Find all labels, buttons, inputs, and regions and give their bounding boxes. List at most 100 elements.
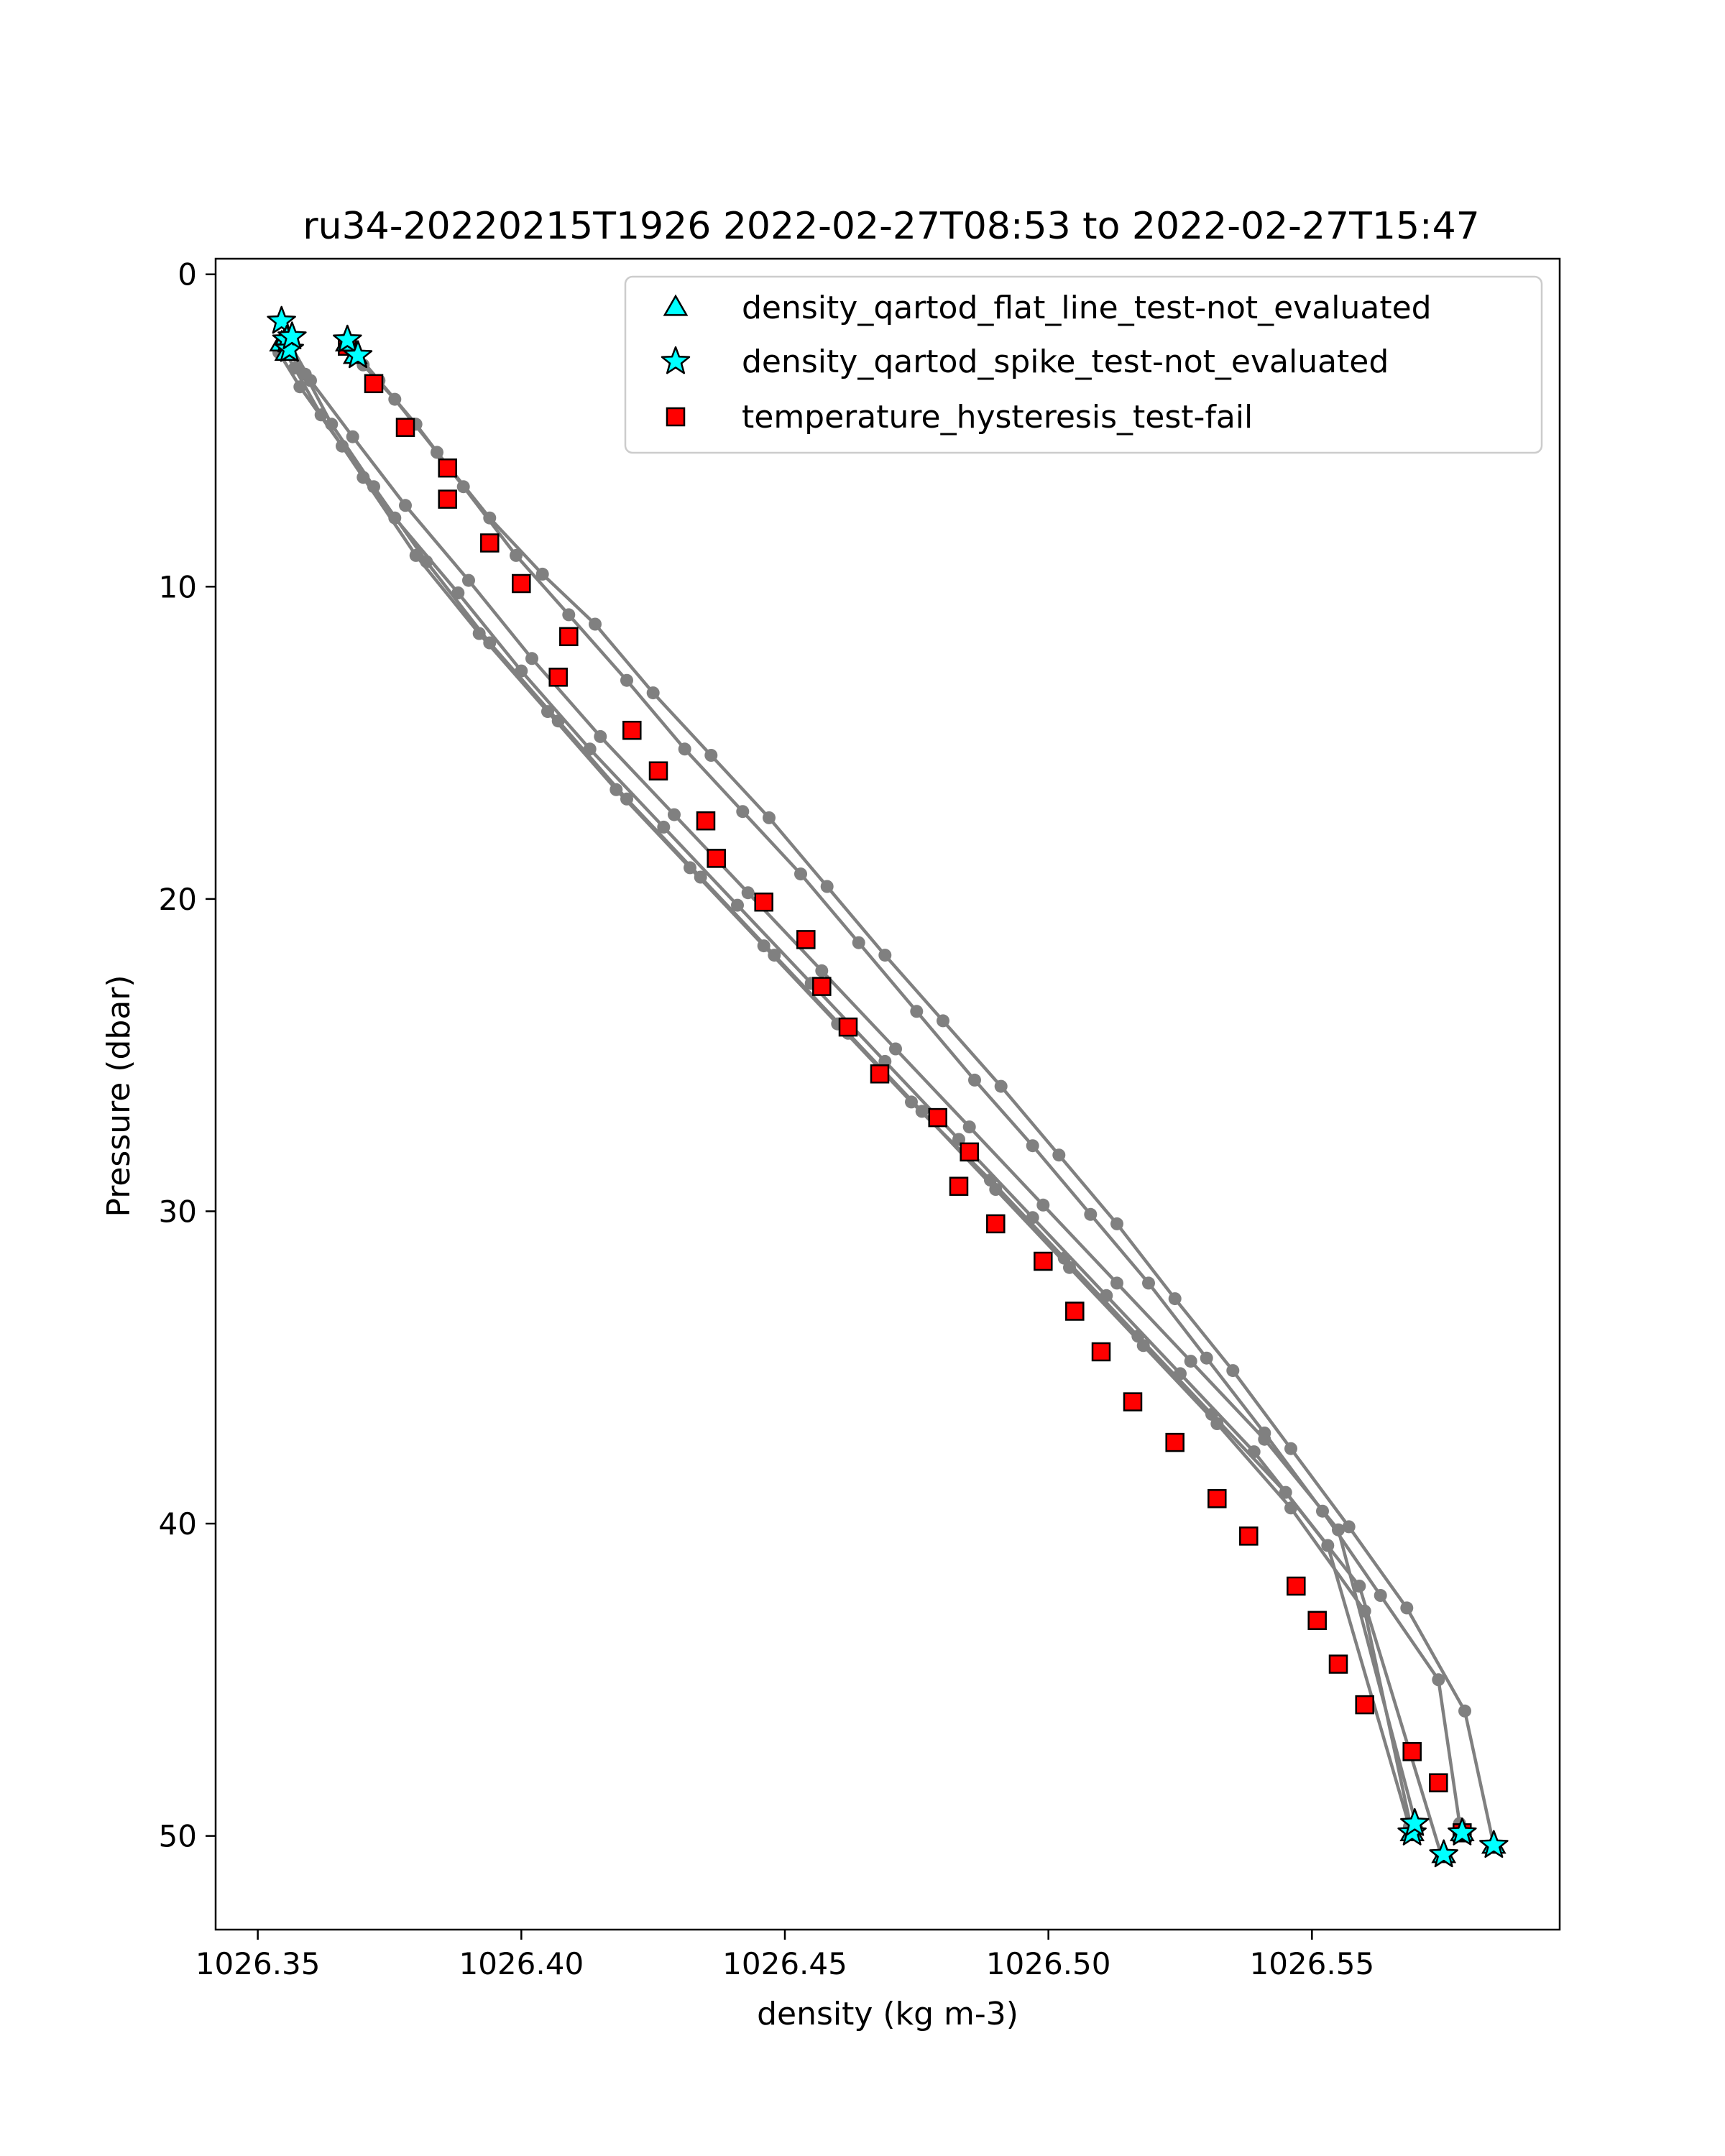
spike-marker [277,321,307,350]
profile-point [1084,1207,1098,1221]
profile-point [510,548,523,562]
profile-point [1026,1139,1039,1153]
profile-point [535,567,549,581]
hysteresis-fail-marker [622,720,642,740]
spike-marker [267,305,296,334]
profile-point [815,964,829,977]
x-tick-label: 1026.55 [1249,1946,1374,1981]
profile-point [668,808,681,821]
profile-point [472,627,486,640]
profile-point [968,1073,981,1087]
profile-point [1052,1148,1066,1162]
plot-frame [214,257,1561,1931]
profile-point [1168,1292,1182,1306]
hysteresis-fail-marker [1307,1611,1327,1631]
profile-point [1321,1539,1335,1552]
profile-point [451,586,465,599]
hysteresis-fail-marker [1123,1392,1143,1411]
hysteresis-fail-marker [707,849,726,868]
profile-point [731,898,744,912]
hysteresis-fail-marker [1165,1432,1184,1452]
profile-point [293,380,307,394]
profile-point [515,664,528,678]
legend-marker-hysteresis [666,407,686,427]
legend-entries: density_qartod_flat_line_test-not_evalua… [661,290,1432,436]
hysteresis-fail-marker [548,668,568,687]
legend-marker-spike [661,346,691,374]
profile-point [889,1042,902,1056]
hysteresis-fail-marker [480,533,500,553]
plot-series [267,305,1509,1868]
hysteresis-fail-marker [754,892,773,912]
profile-point [620,673,633,687]
profile-point [346,430,359,443]
profile-point [962,1120,976,1134]
hysteresis-fail-marker [648,761,668,780]
profile-point [1432,1673,1445,1687]
profile-point [1284,1442,1297,1455]
x-tick-label: 1026.45 [722,1946,847,1981]
profile-point [1226,1364,1240,1378]
hysteresis-fail-marker [1287,1576,1306,1596]
profile-point [1136,1339,1150,1353]
profile-point [304,374,317,387]
profile-point [994,1079,1008,1093]
profile-point [1110,1276,1123,1290]
legend-label-flat: density_qartod_flat_line_test-not_evalua… [742,290,1432,326]
y-axis-label: Pressure (dbar) [101,975,137,1217]
hysteresis-fail-marker [1239,1526,1259,1546]
hysteresis-fail-marker [1091,1342,1111,1362]
profile-point [910,1005,924,1018]
hysteresis-fail-marker [696,811,716,831]
profile-line-2 [277,351,1412,1828]
profile-point [1063,1261,1076,1274]
profile-point [1258,1427,1271,1439]
profile-point [736,805,750,819]
hysteresis-fail-marker [1065,1302,1085,1321]
profile-point [620,792,633,806]
x-axis-label: density (kg m-3) [757,1996,1018,2032]
hysteresis-fail-marker [928,1107,947,1128]
profile-point [594,729,607,743]
profile-point [1210,1417,1224,1430]
profile-point [1174,1367,1187,1381]
hysteresis-fail-marker [438,489,457,509]
profile-line-3 [288,342,1420,1830]
legend-marker-flat-line [663,294,689,316]
profile-point [1110,1217,1123,1230]
profile-point [937,1014,949,1028]
legend: density_qartod_flat_line_test-not_evalua… [624,275,1543,454]
profile-point [562,608,576,622]
profile-point [525,652,538,665]
profile-point [388,511,402,525]
profile-point [483,636,497,650]
profile-point [1353,1580,1366,1593]
profile-point [915,1105,929,1118]
legend-label-hyst: temperature_hysteresis_test-fail [742,399,1253,436]
hysteresis-fail-marker [1328,1654,1348,1674]
y-tick-label: 20 [159,882,197,917]
spike-marker [1448,1818,1477,1846]
profile-point [399,499,412,512]
profile-point [1316,1504,1329,1518]
x-tick-label: 1026.35 [196,1946,321,1981]
profile-point [456,480,470,494]
profile-point [1400,1601,1414,1615]
profile-point [878,949,892,962]
hysteresis-fail-marker [796,930,816,949]
profile-point [989,1183,1003,1196]
profile-point [794,867,807,881]
spike-marker [343,340,373,369]
profile-point [1026,1211,1039,1225]
profile-point [583,742,597,756]
y-tick-label: 30 [159,1194,197,1229]
profile-point [1342,1520,1356,1534]
y-tick-label: 50 [159,1819,197,1854]
profile-point [704,749,718,762]
hysteresis-fail-marker [1355,1695,1374,1715]
profile-point [646,686,660,700]
hysteresis-fail-marker [1208,1489,1227,1508]
hysteresis-fail-marker [949,1176,969,1196]
hysteresis-fail-marker [812,977,832,996]
